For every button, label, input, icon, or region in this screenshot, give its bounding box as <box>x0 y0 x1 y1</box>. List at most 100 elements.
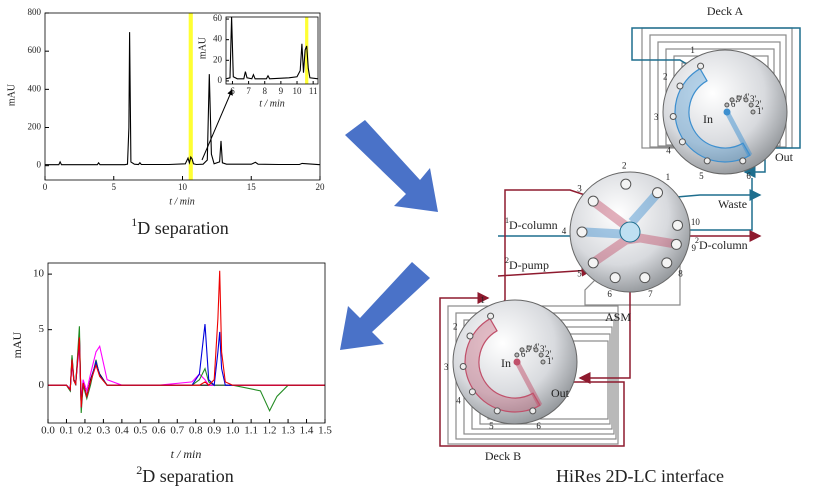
port <box>541 360 545 364</box>
port <box>704 158 710 164</box>
port-label: 10 <box>691 217 701 227</box>
port <box>588 196 598 206</box>
port <box>673 220 683 230</box>
x-tick-label: 9 <box>279 86 284 96</box>
port-label: 1' <box>757 106 764 116</box>
port-label: 1 <box>666 172 671 182</box>
plot-area <box>48 263 325 423</box>
port-label: 8 <box>678 268 683 278</box>
port-label: 2 <box>453 322 458 332</box>
x-axis-label: t / min <box>171 447 202 461</box>
out-label: Out <box>551 386 570 400</box>
stream-label: Waste <box>718 197 747 211</box>
x-tick-label: 1.2 <box>263 425 277 437</box>
port-label: 5 <box>699 171 704 181</box>
x-tick-label: 5 <box>112 182 117 192</box>
port <box>737 96 741 100</box>
valve-label: ASM <box>605 310 631 324</box>
port-label: 1 <box>480 295 485 305</box>
caption-text: D separation <box>142 466 233 486</box>
port-hub <box>620 222 640 242</box>
y-axis-label: mAU <box>6 83 17 106</box>
flow-arrow <box>340 262 430 350</box>
port-label: 4 <box>666 146 671 156</box>
x-axis-label: t / min <box>259 98 285 109</box>
x-tick-label: 20 <box>316 182 326 192</box>
x-tick-label: 0.3 <box>97 425 111 437</box>
y-tick-label: 5 <box>39 323 45 335</box>
x-tick-label: 1.5 <box>318 425 332 437</box>
port <box>588 258 598 268</box>
x-tick-label: 10 <box>293 86 303 96</box>
port <box>730 98 734 102</box>
stream-label-text: D-column <box>699 238 748 252</box>
y-tick-label: 10 <box>33 268 45 280</box>
port-label: 7 <box>648 289 653 299</box>
y-tick-label: 400 <box>28 83 42 93</box>
port <box>662 258 672 268</box>
figure: 1D separation 2D separation HiRes 2D-LC … <box>0 0 820 490</box>
port <box>520 348 524 352</box>
port <box>751 110 755 114</box>
x-tick-label: 0.6 <box>152 425 166 437</box>
plot-area <box>226 17 318 84</box>
stream-label: 2D-pump <box>505 256 549 272</box>
y-axis-label: mAU <box>197 36 208 59</box>
highlight-band <box>189 13 193 180</box>
x-tick-label: 0.2 <box>78 425 92 437</box>
y-tick-label: 60 <box>213 13 223 23</box>
x-tick-label: 8 <box>262 86 267 96</box>
port <box>653 188 663 198</box>
x-tick-label: 0.1 <box>60 425 74 437</box>
x-tick-label: 0.8 <box>189 425 203 437</box>
port-hub <box>514 359 521 366</box>
port-label: 3 <box>654 112 659 122</box>
port-label: 2 <box>663 72 668 82</box>
port <box>467 333 473 339</box>
x-tick-label: 1.4 <box>300 425 314 437</box>
x-tick-label: 1.3 <box>281 425 295 437</box>
y-tick-label: 200 <box>28 122 42 132</box>
port-label: 5 <box>489 421 494 431</box>
port <box>515 353 519 357</box>
port <box>527 346 531 350</box>
x-tick-label: 0.9 <box>207 425 221 437</box>
port <box>460 364 466 370</box>
y-tick-label: 0 <box>37 160 42 170</box>
port-label: 3 <box>577 184 582 194</box>
port <box>749 103 753 107</box>
port <box>698 63 704 69</box>
port <box>740 158 746 164</box>
x-tick-label: 11 <box>309 86 318 96</box>
flow-arrow <box>345 120 438 212</box>
port-label: 2 <box>622 160 627 170</box>
port-label: 6 <box>536 421 541 431</box>
stream-label: 2D-column <box>695 236 748 252</box>
port-label: 3 <box>444 362 449 372</box>
x-axis-label: t / min <box>169 196 195 207</box>
x-tick-label: 6 <box>230 86 235 96</box>
in-label: In <box>501 356 511 370</box>
caption-text: D separation <box>137 218 228 238</box>
stream-label-text: D-column <box>509 218 558 232</box>
port-label: 1' <box>547 356 554 366</box>
caption: 1D separation <box>131 215 228 238</box>
port <box>621 179 631 189</box>
port-label: 4 <box>562 226 567 236</box>
x-tick-label: 0.0 <box>41 425 55 437</box>
x-tick-label: 0.7 <box>170 425 184 437</box>
y-tick-label: 40 <box>213 34 223 44</box>
x-tick-label: 7 <box>246 86 251 96</box>
valve-label: Deck A <box>707 4 744 18</box>
port <box>677 83 683 89</box>
port <box>744 98 748 102</box>
port-label: 6 <box>746 171 751 181</box>
y-tick-label: 600 <box>28 45 42 55</box>
port <box>640 273 650 283</box>
out-label: Out <box>775 150 794 164</box>
port-label: 6 <box>607 289 612 299</box>
x-tick-label: 1.1 <box>244 425 258 437</box>
y-tick-label: 800 <box>28 7 42 17</box>
x-tick-label: 0.5 <box>133 425 147 437</box>
y-axis-label: mAU <box>10 331 24 358</box>
